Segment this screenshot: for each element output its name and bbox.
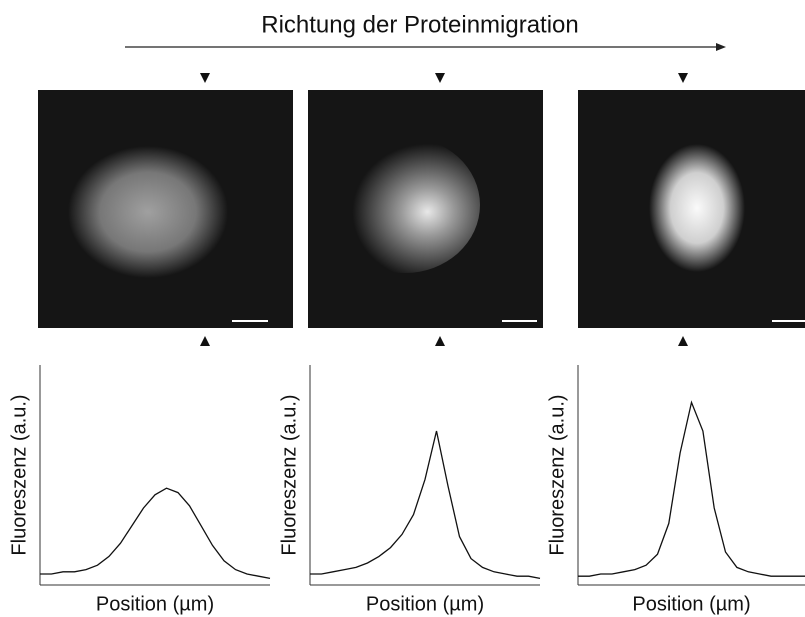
- arrow-head: [716, 43, 726, 51]
- y-axis-label: Fluoreszenz (a.u.): [8, 394, 30, 555]
- profile-line: [578, 400, 805, 577]
- profile-line: [310, 430, 541, 580]
- x-axis-label: Position (µm): [366, 593, 484, 615]
- profile-line: [40, 487, 271, 580]
- x-axis-label: Position (µm): [632, 593, 750, 615]
- image-panel: [38, 90, 293, 328]
- markers: [200, 73, 688, 346]
- image-panel: [308, 90, 543, 328]
- y-axis-label: Fluoreszenz (a.u.): [278, 394, 300, 555]
- y-axis-label: Fluoreszenz (a.u.): [546, 394, 568, 555]
- image-panel: [578, 90, 805, 328]
- figure-title: Richtung der Proteinmigration: [261, 11, 579, 38]
- x-axis-label: Position (µm): [96, 593, 214, 615]
